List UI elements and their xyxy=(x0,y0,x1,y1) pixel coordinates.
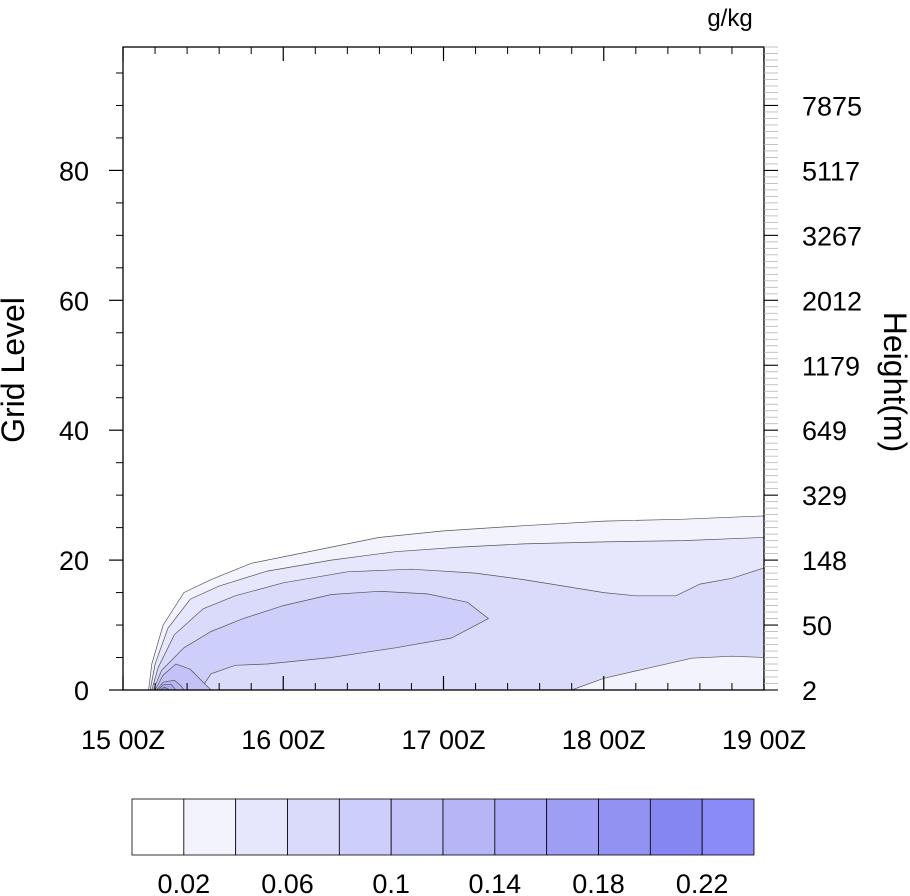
colorbar-label: 0.14 xyxy=(469,869,522,896)
y-tick-label: 60 xyxy=(59,286,89,316)
x-tick-label: 16 00Z xyxy=(241,725,325,755)
y-tick-label: 80 xyxy=(59,156,89,186)
right-tick-label: 5117 xyxy=(802,156,860,186)
colorbar-box xyxy=(701,798,755,856)
y-axis-title: Grid Level xyxy=(0,297,31,443)
colorbar: 0.02 0.06 0.1 0.14 0.18 0.22 xyxy=(131,798,755,896)
colorbar-box xyxy=(546,798,599,856)
colorbar-box xyxy=(338,798,392,856)
colorbar-box xyxy=(598,798,651,856)
right-tick-label: 2 xyxy=(802,676,817,706)
right-tick-label: 2012 xyxy=(802,286,862,316)
y-tick-label: 0 xyxy=(74,676,89,706)
colorbar-box xyxy=(494,798,548,856)
right-tick-label: 50 xyxy=(802,611,832,641)
y-tick-label: 40 xyxy=(59,416,89,446)
right-tick-label: 3267 xyxy=(802,221,862,251)
colorbar-box xyxy=(390,798,444,856)
x-tick-label: 17 00Z xyxy=(401,725,485,755)
colorbar-label: 0.22 xyxy=(676,869,729,896)
colorbar-label: 0.18 xyxy=(572,869,625,896)
colorbar-box xyxy=(442,798,496,856)
colorbar-box xyxy=(235,798,288,856)
axis-labels: 15 00Z 16 00Z 17 00Z 18 00Z 19 00Z 0 20 40 60 80 2… xyxy=(59,91,862,755)
x-tick-label: 18 00Z xyxy=(562,725,646,755)
colorbar-box xyxy=(287,798,340,856)
colorbar-box xyxy=(183,798,237,856)
colorbar-label: 0.02 xyxy=(158,869,211,896)
colorbar-label: 0.1 xyxy=(372,869,410,896)
right-tick-label: 649 xyxy=(802,416,847,446)
contour-fills xyxy=(148,515,765,691)
right-tick-label: 329 xyxy=(802,481,847,511)
contour-level-0.08 xyxy=(152,590,490,691)
units-label: g/kg xyxy=(707,5,752,32)
right-axis-title: Height(m) xyxy=(877,312,910,452)
colorbar-box xyxy=(649,798,703,856)
colorbar-box xyxy=(131,798,185,856)
right-tick-label: 148 xyxy=(802,546,847,576)
axis-ticks xyxy=(109,46,778,691)
x-tick-label: 19 00Z xyxy=(722,725,806,755)
colorbar-label: 0.06 xyxy=(261,869,314,896)
x-tick-label: 15 00Z xyxy=(81,725,165,755)
right-tick-label: 1179 xyxy=(802,351,860,381)
right-tick-label: 7875 xyxy=(802,91,862,121)
y-tick-label: 20 xyxy=(59,546,89,576)
